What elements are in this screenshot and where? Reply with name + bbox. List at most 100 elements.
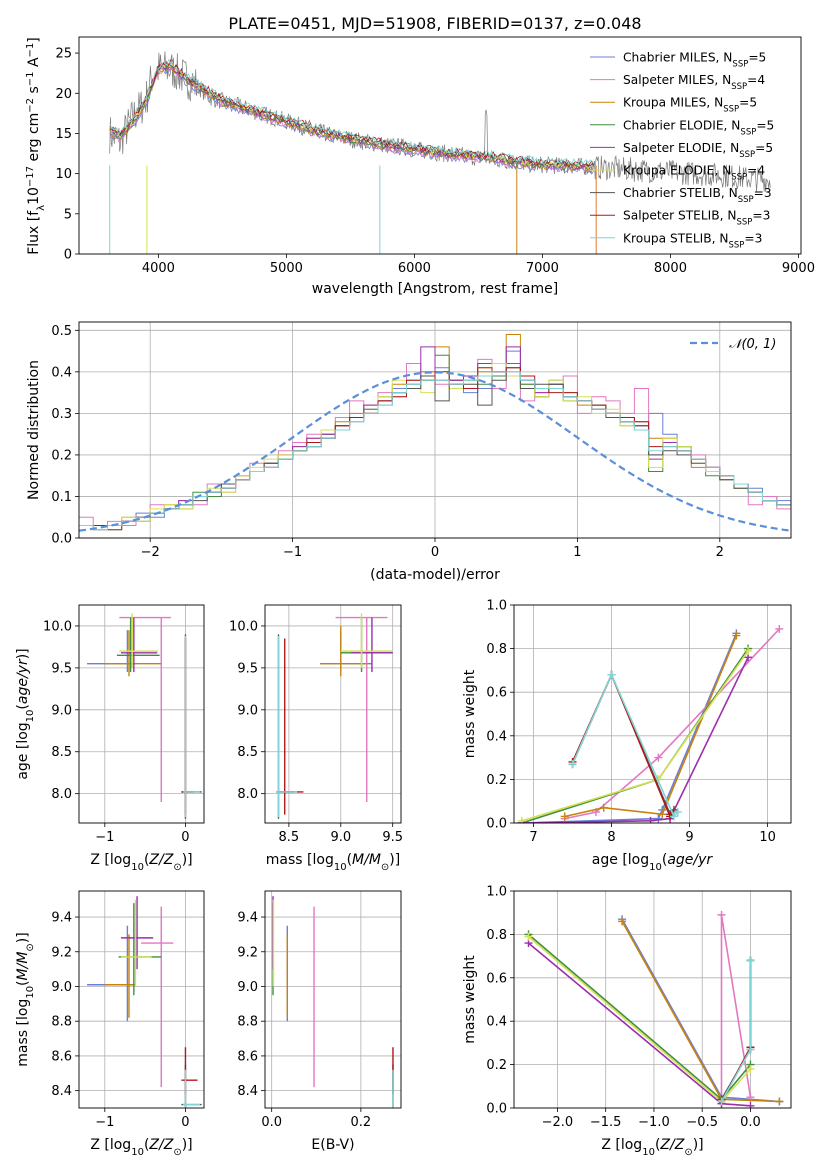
legend-text: Chabrier MILES, N <box>623 51 732 65</box>
legend-text: Kroupa MILES, N <box>623 96 723 110</box>
label-part: 10 <box>25 986 36 999</box>
axes-frame <box>264 890 402 1109</box>
y-tick-label: 8.5 <box>51 745 72 760</box>
axes-frame <box>78 604 205 824</box>
label-part: Flux [f <box>26 210 42 255</box>
y-tick-label: 0 <box>64 248 72 263</box>
model-line-kroupa-stelib <box>109 58 594 167</box>
axes-frame <box>78 890 205 1109</box>
x-tick-label: 0.2 <box>351 1115 372 1130</box>
label-part: 10 <box>642 1147 655 1158</box>
mass-weight-line-chabrier-miles <box>521 632 738 823</box>
label-part: E(B-V) <box>311 1137 354 1153</box>
label-part: −1 <box>25 43 36 58</box>
y-tick-label: 8.4 <box>237 1084 258 1099</box>
y-axis-label: Flux [fλ10−17 erg cm−2 s−1 A−1] <box>25 37 47 255</box>
mass-weight-marker-kroupa-stelib <box>717 1097 726 1106</box>
mass-weight-marker-kroupa-miles <box>618 917 627 926</box>
y-tick-label: 0.1 <box>51 490 72 505</box>
mass-weight-line-kroupa-stelib <box>720 960 752 1102</box>
y-tick-label: 0.0 <box>486 1102 507 1117</box>
legend-value: =3 <box>744 231 762 245</box>
label-part: erg cm <box>26 113 42 166</box>
label-part: mass [log <box>266 852 334 868</box>
legend-text: Salpeter ELODIE, N <box>623 141 739 155</box>
mass-weight-marker-kroupa-stelib <box>673 808 682 817</box>
mass-weight-marker-salpeter-elodie <box>646 816 655 823</box>
legend-text: Salpeter MILES, N <box>623 73 731 87</box>
label-part: )] <box>15 648 31 659</box>
x-tick-label: −1.0 <box>638 1115 670 1130</box>
x-axis-label: wavelength [Angstrom, rest frame] <box>312 281 558 297</box>
legend-text: Chabrier STELIB, N <box>623 186 738 200</box>
y-tick-label: 0.4 <box>486 729 507 744</box>
label-part: −2 <box>25 98 36 113</box>
x-tick-label: 9.5 <box>382 830 403 845</box>
y-tick-label: 9.4 <box>51 911 72 926</box>
label-part: ⊙ <box>173 1147 181 1158</box>
legend-value: =5 <box>739 96 757 110</box>
y-tick-label: 15 <box>55 127 72 142</box>
label-part: M/M <box>15 952 31 981</box>
label-part: (data-model)/error <box>370 567 500 583</box>
label-part: age/yr <box>667 852 713 868</box>
mass-weight-marker-kroupa-elodie <box>744 646 753 655</box>
y-tick-label: 9.5 <box>51 661 72 676</box>
x-tick-label: 5000 <box>270 261 303 276</box>
legend-value: =3 <box>754 186 772 200</box>
y-tick-label: 9.2 <box>237 945 258 960</box>
label-part: age [log <box>592 852 649 868</box>
axes-frame <box>264 604 402 824</box>
label-part: ( <box>15 980 31 985</box>
mass-weight-line-kroupa-miles <box>621 921 780 1103</box>
label-part: age [log <box>15 722 31 779</box>
y-tick-label: 10.0 <box>229 619 258 634</box>
x-tick-label: 6000 <box>398 261 431 276</box>
label-part: Z [log <box>90 1137 131 1153</box>
legend-text: Salpeter STELIB, N <box>623 209 736 223</box>
legend-subscript: SSP <box>729 240 745 250</box>
mass-weight-line-kroupa-miles <box>564 635 738 818</box>
x-tick-label: 0 <box>431 545 439 560</box>
y-tick-label: 20 <box>55 87 72 102</box>
plot-area <box>272 896 394 1108</box>
axes-frame <box>78 36 802 255</box>
mass-weight-marker-chabrier-miles <box>654 814 663 823</box>
y-tick-label: 9.0 <box>237 703 258 718</box>
mass-weight-line-salpeter-stelib <box>571 672 675 818</box>
mass-weight-marker-kroupa-elodie <box>517 816 526 823</box>
legend-value: =3 <box>752 209 770 223</box>
axes-frame <box>513 604 792 824</box>
plot-area <box>276 613 393 819</box>
x-axis-label: Z [log10(Z/Z⊙)] <box>601 1137 703 1158</box>
label-part: Z/Z <box>659 1137 684 1153</box>
legend-subscript: SSP <box>740 127 756 137</box>
x-axis-label: Z [log10(Z/Z⊙)] <box>90 1137 192 1158</box>
y-tick-label: 0.6 <box>486 971 507 986</box>
legend-subscript: SSP <box>739 150 755 160</box>
label-part: ( <box>144 1137 149 1153</box>
label-part: 10 <box>131 862 144 873</box>
legend-value: =5 <box>756 118 774 132</box>
y-tick-label: 10.0 <box>43 619 72 634</box>
x-tick-label: 2 <box>716 545 724 560</box>
mass-weight-marker-kroupa-miles <box>658 810 667 819</box>
mass-weight-marker-salpeter-miles <box>654 753 663 762</box>
plot-area <box>87 896 202 1108</box>
x-tick-label: 8 <box>607 830 615 845</box>
label-part: Z/Z <box>148 852 173 868</box>
label-part: ⊙ <box>25 943 36 951</box>
y-tick-label: 8.8 <box>237 1015 258 1030</box>
legend-label-kroupa-elodie: Kroupa ELODIE, NSSP=4 <box>623 164 765 183</box>
legend-label-salpeter-stelib: Salpeter STELIB, NSSP=3 <box>623 209 770 228</box>
mass-weight-line-chabrier-miles <box>621 918 780 1103</box>
plot-area <box>87 613 202 819</box>
x-tick-label: −0.5 <box>686 1115 718 1130</box>
x-tick-label: 9.0 <box>330 830 351 845</box>
y-tick-label: 5 <box>64 207 72 222</box>
plot-area <box>517 624 784 823</box>
x-tick-label: −2 <box>141 545 160 560</box>
x-axis-label: Z [log10(Z/Z⊙)] <box>90 852 192 873</box>
mass-weight-line-kroupa-elodie <box>527 935 752 1103</box>
normal-distribution-curve <box>79 371 791 532</box>
